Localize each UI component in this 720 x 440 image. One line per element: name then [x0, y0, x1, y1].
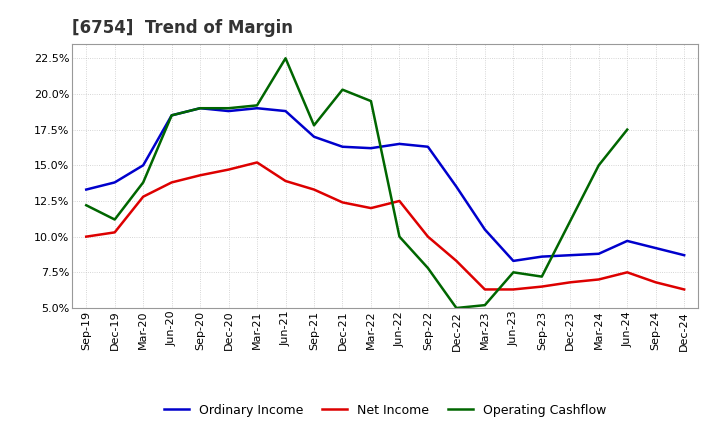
Operating Cashflow: [366, 99, 375, 104]
Operating Cashflow: [167, 113, 176, 118]
Ordinary Income: [282, 108, 290, 114]
Net Income: [253, 160, 261, 165]
Operating Cashflow: [509, 270, 518, 275]
Net Income: [366, 205, 375, 211]
Ordinary Income: [623, 238, 631, 244]
Net Income: [167, 180, 176, 185]
Net Income: [652, 280, 660, 285]
Net Income: [509, 287, 518, 292]
Operating Cashflow: [110, 217, 119, 222]
Ordinary Income: [480, 227, 489, 232]
Net Income: [452, 258, 461, 264]
Ordinary Income: [680, 253, 688, 258]
Ordinary Income: [196, 106, 204, 111]
Ordinary Income: [82, 187, 91, 192]
Ordinary Income: [110, 180, 119, 185]
Operating Cashflow: [139, 180, 148, 185]
Legend: Ordinary Income, Net Income, Operating Cashflow: Ordinary Income, Net Income, Operating C…: [159, 399, 611, 422]
Ordinary Income: [225, 108, 233, 114]
Ordinary Income: [566, 253, 575, 258]
Net Income: [110, 230, 119, 235]
Net Income: [196, 172, 204, 178]
Operating Cashflow: [595, 163, 603, 168]
Net Income: [566, 280, 575, 285]
Ordinary Income: [652, 246, 660, 251]
Operating Cashflow: [253, 103, 261, 108]
Line: Operating Cashflow: Operating Cashflow: [86, 58, 627, 308]
Net Income: [310, 187, 318, 192]
Operating Cashflow: [480, 303, 489, 308]
Operating Cashflow: [452, 305, 461, 311]
Ordinary Income: [395, 141, 404, 147]
Ordinary Income: [509, 258, 518, 264]
Net Income: [595, 277, 603, 282]
Operating Cashflow: [395, 234, 404, 239]
Ordinary Income: [310, 134, 318, 139]
Operating Cashflow: [310, 123, 318, 128]
Ordinary Income: [167, 113, 176, 118]
Operating Cashflow: [225, 106, 233, 111]
Net Income: [537, 284, 546, 289]
Net Income: [680, 287, 688, 292]
Net Income: [338, 200, 347, 205]
Line: Net Income: Net Income: [86, 162, 684, 290]
Ordinary Income: [139, 163, 148, 168]
Ordinary Income: [253, 106, 261, 111]
Net Income: [225, 167, 233, 172]
Net Income: [139, 194, 148, 199]
Operating Cashflow: [623, 127, 631, 132]
Operating Cashflow: [282, 55, 290, 61]
Net Income: [480, 287, 489, 292]
Net Income: [282, 178, 290, 183]
Net Income: [395, 198, 404, 204]
Ordinary Income: [537, 254, 546, 259]
Text: [6754]  Trend of Margin: [6754] Trend of Margin: [72, 19, 293, 37]
Ordinary Income: [452, 184, 461, 189]
Operating Cashflow: [338, 87, 347, 92]
Ordinary Income: [423, 144, 432, 150]
Net Income: [82, 234, 91, 239]
Ordinary Income: [595, 251, 603, 257]
Operating Cashflow: [537, 274, 546, 279]
Operating Cashflow: [423, 265, 432, 271]
Net Income: [623, 270, 631, 275]
Line: Ordinary Income: Ordinary Income: [86, 108, 684, 261]
Ordinary Income: [366, 146, 375, 151]
Operating Cashflow: [82, 202, 91, 208]
Ordinary Income: [338, 144, 347, 150]
Net Income: [423, 234, 432, 239]
Operating Cashflow: [196, 106, 204, 111]
